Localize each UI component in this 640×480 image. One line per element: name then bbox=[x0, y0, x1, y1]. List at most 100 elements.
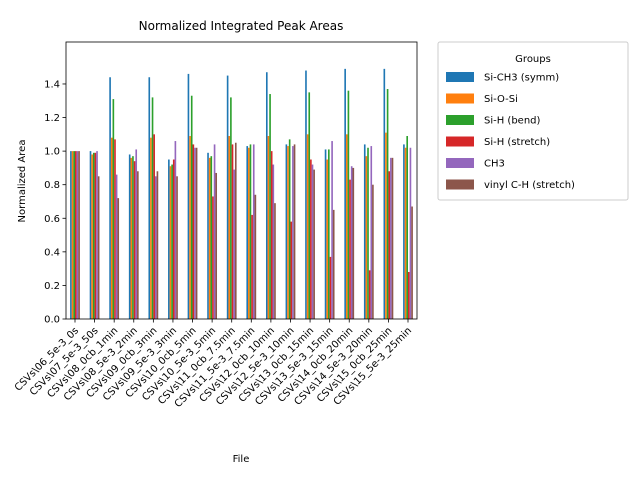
bar bbox=[367, 147, 369, 319]
series-4 bbox=[76, 141, 412, 319]
bar bbox=[385, 132, 387, 319]
bar bbox=[332, 209, 335, 319]
bar bbox=[91, 154, 93, 319]
bar bbox=[215, 172, 218, 319]
chart-title: Normalized Integrated Peak Areas bbox=[139, 19, 344, 33]
bar bbox=[115, 174, 118, 319]
bar bbox=[71, 151, 74, 319]
bar bbox=[117, 198, 120, 319]
bar bbox=[267, 136, 270, 319]
bar bbox=[228, 136, 231, 319]
y-axis-label: Normalized Area bbox=[17, 140, 28, 223]
bar bbox=[408, 271, 410, 319]
bar bbox=[326, 159, 329, 319]
bar bbox=[310, 159, 312, 319]
bar bbox=[347, 90, 350, 320]
bar bbox=[248, 147, 250, 319]
bar bbox=[251, 214, 253, 319]
bar bbox=[249, 144, 252, 319]
legend-swatch bbox=[446, 93, 474, 104]
bar bbox=[76, 151, 79, 319]
bar bbox=[349, 179, 351, 319]
bar bbox=[171, 164, 173, 319]
bar bbox=[265, 72, 268, 319]
bar bbox=[386, 89, 389, 319]
y-axis-ticks: 0.0 0.2 0.4 0.6 0.8 1.0 1.2 1.4 bbox=[44, 79, 66, 326]
bar bbox=[305, 70, 307, 319]
bar bbox=[128, 154, 131, 319]
bar bbox=[73, 151, 75, 319]
bar bbox=[70, 151, 72, 319]
series-1 bbox=[71, 132, 407, 319]
bar bbox=[137, 171, 139, 319]
bar bbox=[112, 99, 115, 319]
bar bbox=[328, 149, 330, 319]
legend-swatch bbox=[446, 115, 474, 125]
bar bbox=[388, 171, 391, 319]
bar bbox=[92, 152, 95, 319]
bar bbox=[189, 136, 191, 319]
legend-swatch bbox=[446, 158, 474, 168]
bar bbox=[169, 166, 172, 319]
bar bbox=[246, 146, 249, 319]
bar bbox=[148, 77, 151, 319]
bar bbox=[109, 77, 111, 319]
bar bbox=[345, 134, 348, 319]
legend-entry: Si-H (bend) bbox=[484, 116, 541, 127]
bar bbox=[365, 156, 368, 319]
bar bbox=[226, 75, 229, 319]
bar bbox=[110, 137, 113, 319]
bar bbox=[231, 144, 234, 319]
bar bbox=[172, 159, 175, 319]
legend-title: Groups bbox=[515, 54, 551, 65]
bar bbox=[269, 94, 271, 319]
bar bbox=[391, 157, 394, 319]
legend-entry: Si-O-Si bbox=[484, 94, 518, 105]
bar bbox=[114, 139, 116, 319]
bar bbox=[403, 144, 405, 319]
bar bbox=[293, 144, 296, 319]
legend-swatch bbox=[446, 136, 474, 147]
bar bbox=[156, 171, 159, 319]
bar bbox=[311, 164, 314, 319]
legend: Groups Si-CH3 (symm) Si-O-Si Si-H (bend) Si… bbox=[437, 41, 629, 201]
x-axis-label: File bbox=[233, 454, 250, 465]
bar bbox=[352, 167, 355, 319]
y-tick-label: 0.0 bbox=[44, 315, 60, 326]
bar bbox=[154, 176, 157, 319]
legend-swatch bbox=[446, 72, 474, 82]
bar bbox=[331, 141, 333, 319]
plot-area bbox=[65, 41, 418, 320]
bar bbox=[75, 151, 77, 319]
bar bbox=[192, 144, 195, 319]
legend-entry: Si-H (stretch) bbox=[484, 137, 550, 148]
bar bbox=[132, 156, 134, 319]
bar bbox=[329, 256, 332, 319]
bar bbox=[187, 73, 190, 320]
bar bbox=[135, 149, 138, 319]
bar bbox=[130, 157, 133, 319]
bar bbox=[406, 136, 408, 319]
bar bbox=[96, 151, 98, 319]
bar bbox=[254, 194, 257, 319]
bar bbox=[287, 146, 289, 319]
series-0 bbox=[70, 68, 405, 320]
bar bbox=[344, 68, 346, 319]
legend-entry: Si-CH3 (symm) bbox=[484, 73, 559, 84]
bar bbox=[234, 142, 237, 319]
axes-frame bbox=[65, 41, 418, 320]
bar bbox=[174, 141, 177, 319]
bar bbox=[274, 203, 276, 319]
bar bbox=[404, 147, 407, 319]
bar bbox=[210, 156, 213, 319]
bar bbox=[363, 144, 366, 319]
series-5 bbox=[78, 142, 413, 319]
bar bbox=[233, 169, 235, 319]
legend-frame bbox=[437, 41, 629, 201]
bar bbox=[313, 169, 315, 319]
bar bbox=[409, 147, 412, 319]
bar bbox=[324, 149, 327, 319]
y-tick-label: 1.2 bbox=[44, 113, 60, 124]
bar bbox=[208, 157, 211, 319]
